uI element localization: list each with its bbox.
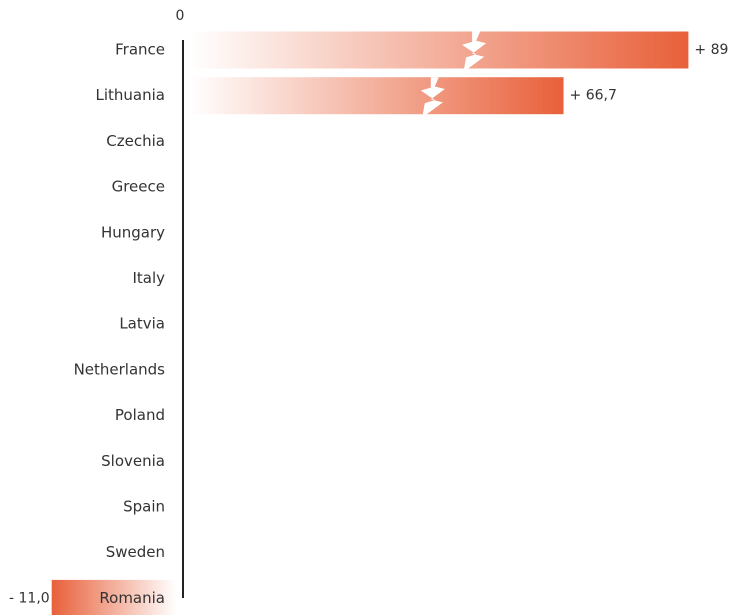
category-label-hungary: Hungary [101, 223, 165, 241]
category-label-france: France [115, 41, 165, 59]
zero-tick-label: 0 [176, 8, 185, 24]
bar-romania [51, 579, 177, 615]
axis-break-lithuania [420, 77, 445, 115]
category-label-italy: Italy [132, 269, 165, 287]
category-label-poland: Poland [115, 406, 165, 424]
bar-france [190, 31, 689, 69]
category-label-sweden: Sweden [106, 543, 165, 561]
category-label-netherlands: Netherlands [74, 360, 166, 378]
category-label-romania: Romania [99, 589, 165, 607]
category-label-greece: Greece [112, 178, 165, 196]
value-label-lithuania: + 66,7 [570, 88, 617, 104]
bar-lithuania [190, 77, 564, 115]
category-label-lithuania: Lithuania [96, 86, 165, 104]
category-label-latvia: Latvia [119, 315, 165, 333]
category-label-slovenia: Slovenia [101, 452, 165, 470]
category-label-czechia: Czechia [106, 132, 165, 150]
category-label-spain: Spain [123, 498, 165, 516]
value-label-romania: - 11,0 [9, 590, 50, 606]
value-label-france: + 89 [694, 42, 728, 58]
axis-break-france [462, 31, 487, 69]
